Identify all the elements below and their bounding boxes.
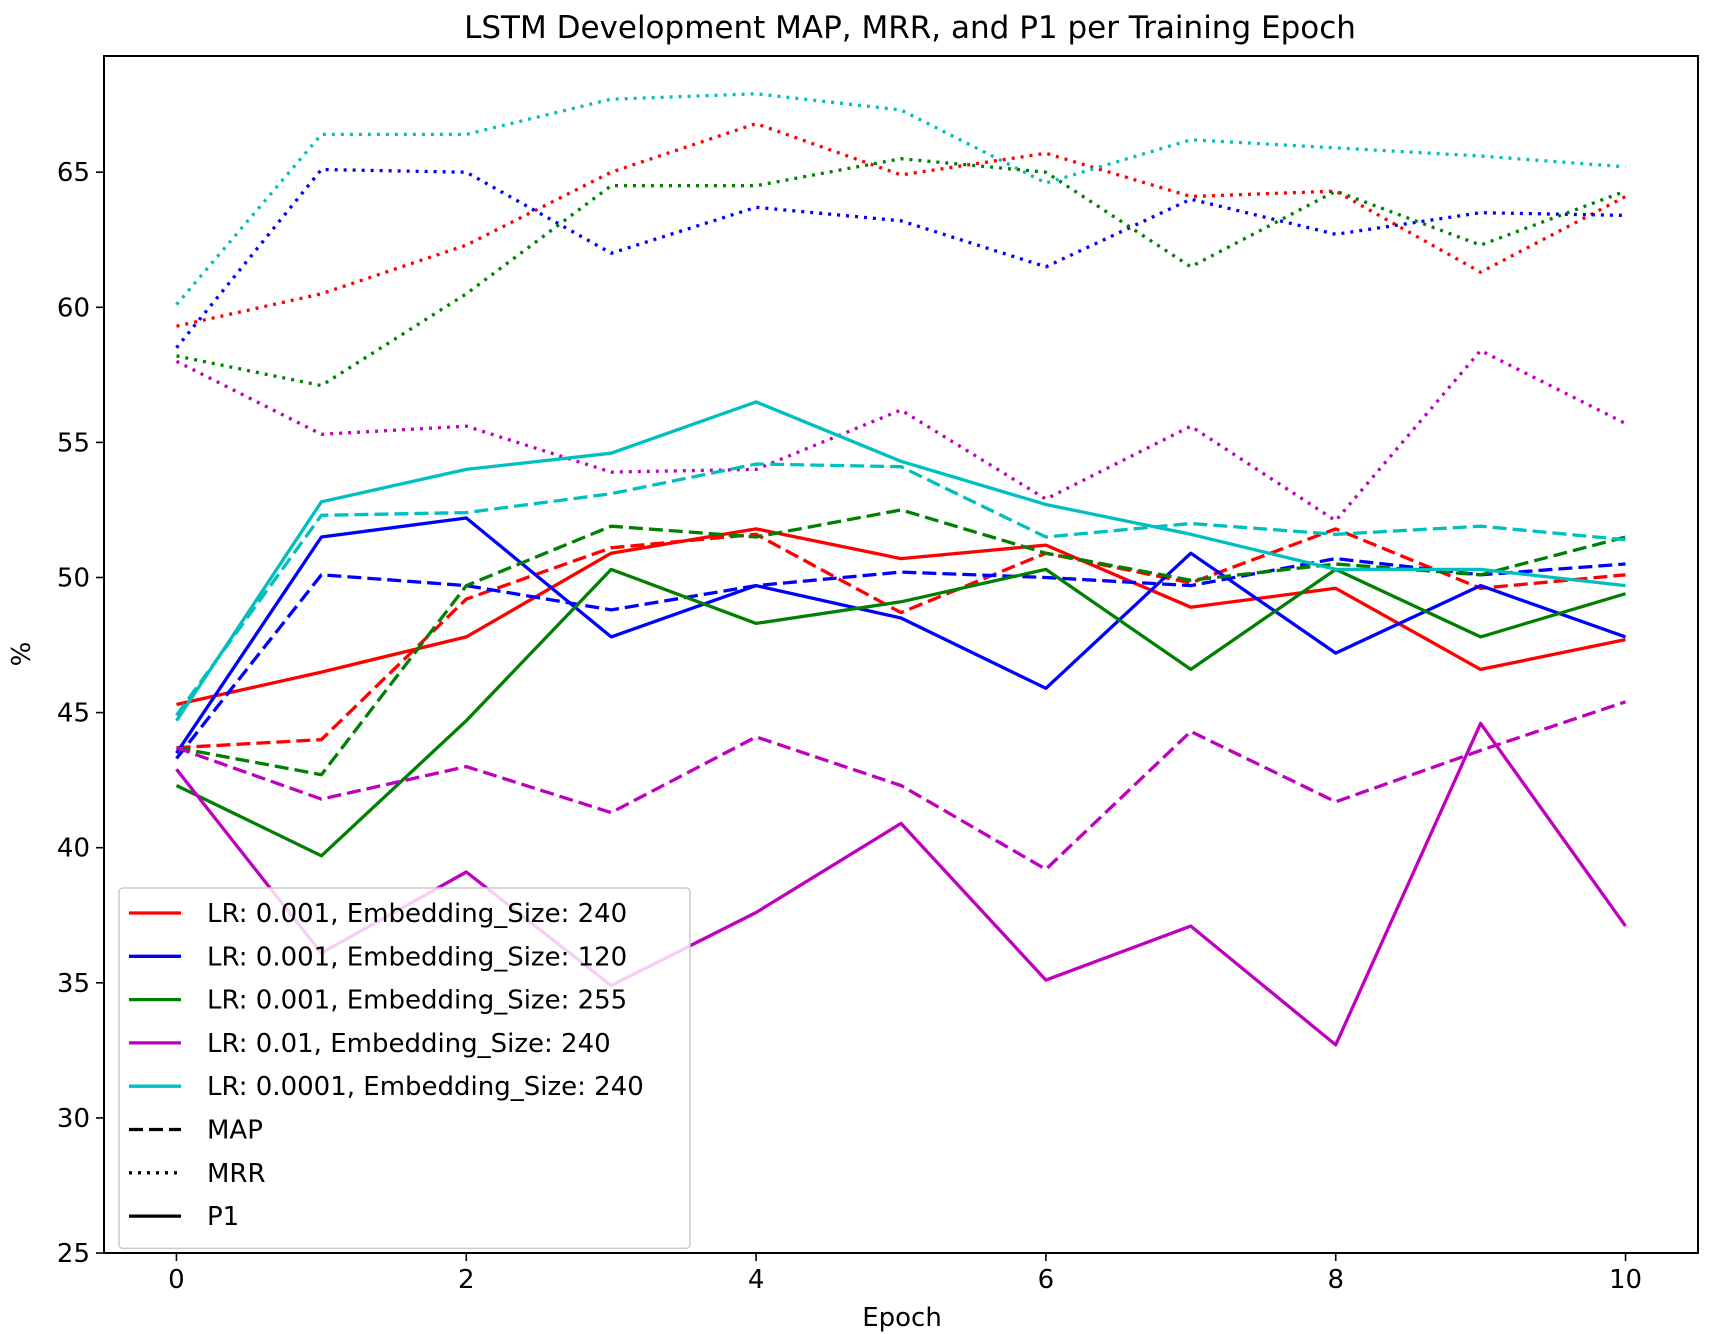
legend-label-6: MRR [207, 1159, 266, 1189]
series-line-0 [176, 527, 1626, 750]
y-tick-label-2: 35 [57, 969, 90, 999]
series-line-9 [175, 700, 1627, 871]
series-line-3 [175, 556, 1626, 760]
series-line-7 [176, 157, 1627, 388]
series-line-5 [175, 516, 1627, 755]
y-tick-label-7: 60 [57, 293, 90, 323]
legend: LR: 0.001, Embedding_Size: 240 LR: 0.001,… [118, 887, 691, 1250]
x-tick-label-2: 4 [748, 1265, 765, 1295]
chart-title: LSTM Development MAP, MRR, and P1 per Tr… [464, 10, 1356, 46]
legend-label-7: P1 [207, 1202, 239, 1232]
series-line-13 [175, 92, 1626, 306]
y-tick-label-6: 55 [57, 428, 90, 458]
legend-label-0: LR: 0.001, Embedding_Size: 240 [207, 899, 627, 929]
series-line-12 [175, 462, 1626, 717]
y-tick-label-1: 30 [57, 1104, 90, 1134]
y-tick-label-3: 40 [57, 834, 90, 864]
y-axis: 25 30 35 40 45 50 55 60 65 [57, 158, 104, 1269]
x-axis-label: Epoch [862, 1303, 942, 1333]
x-tick-label-3: 6 [1038, 1265, 1055, 1295]
x-axis: 0 2 4 6 8 10 [168, 1253, 1642, 1295]
plot-frame [103, 55, 1699, 1254]
series-lines [175, 92, 1627, 1047]
legend-label-3: LR: 0.01, Embedding_Size: 240 [207, 1029, 611, 1059]
y-tick-label-5: 50 [57, 563, 90, 593]
legend-label-5: MAP [207, 1116, 263, 1146]
y-tick-label-8: 65 [57, 158, 90, 188]
x-tick-label-0: 0 [168, 1265, 185, 1295]
legend-label-2: LR: 0.001, Embedding_Size: 255 [207, 986, 627, 1016]
x-tick-label-5: 10 [1609, 1265, 1642, 1295]
series-line-8 [175, 567, 1626, 858]
y-axis-label: % [7, 642, 37, 667]
legend-label-4: LR: 0.0001, Embedding_Size: 240 [207, 1072, 644, 1102]
y-tick-label-0: 25 [57, 1239, 90, 1269]
x-tick-label-1: 2 [458, 1265, 475, 1295]
legend-label-1: LR: 0.001, Embedding_Size: 120 [207, 942, 627, 972]
x-tick-label-4: 8 [1327, 1265, 1344, 1295]
legend-box [118, 887, 691, 1250]
series-line-6 [176, 508, 1626, 777]
series-line-14 [175, 400, 1626, 722]
series-line-4 [175, 167, 1626, 349]
y-tick-label-4: 45 [57, 699, 90, 729]
